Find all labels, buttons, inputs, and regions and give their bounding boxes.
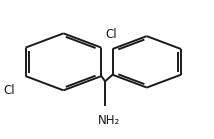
Text: Cl: Cl [106, 28, 117, 41]
Text: Cl: Cl [3, 84, 15, 97]
Text: NH₂: NH₂ [98, 114, 120, 127]
